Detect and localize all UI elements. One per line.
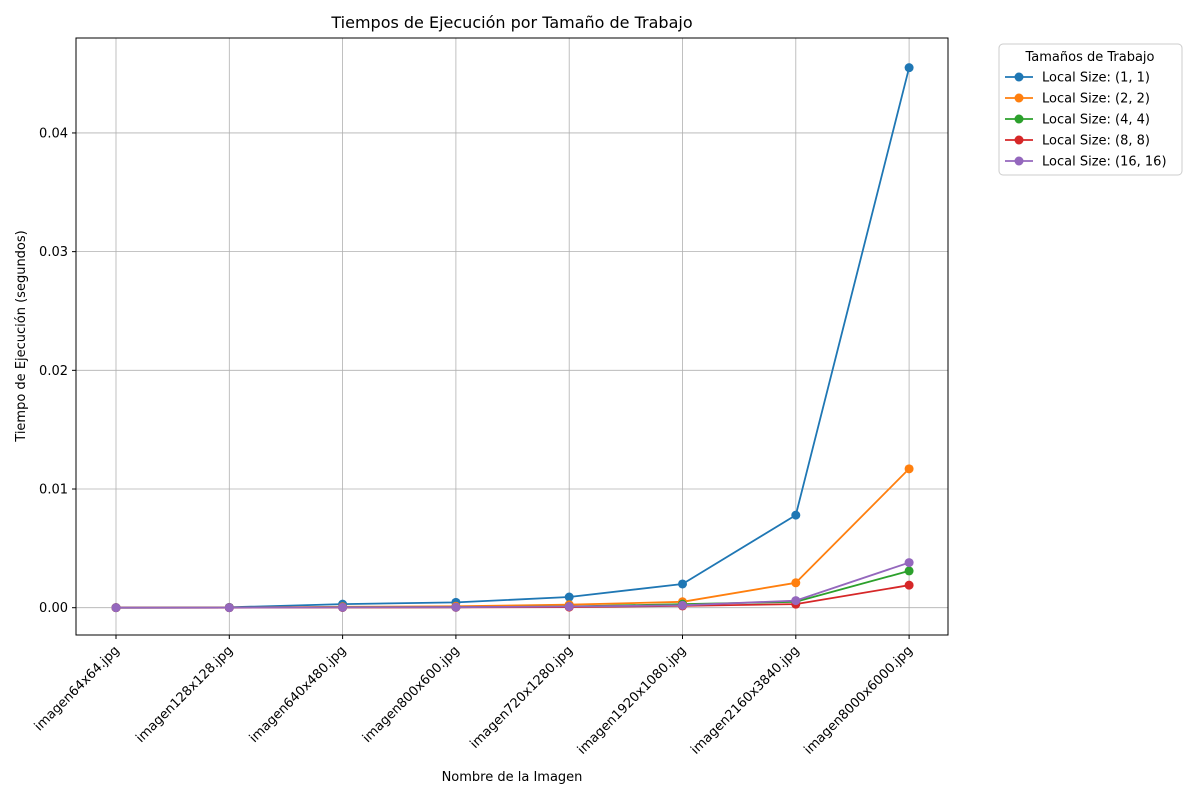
series-line-5 — [115, 561, 910, 609]
legend-items: Local Size: (1, 1) Local Size: (2, 2) Loca… — [1005, 71, 1167, 170]
y-tick-label: 0.02 — [39, 364, 68, 379]
series-5-point — [564, 602, 574, 612]
series-layer — [111, 63, 914, 613]
series-1-point — [678, 579, 687, 589]
series-5-point — [224, 603, 234, 613]
series-4-point — [904, 580, 914, 590]
x-tick-label: imagen8000x6000.jpg — [801, 643, 915, 757]
grid-layer — [76, 38, 948, 635]
legend-marker — [1014, 135, 1024, 145]
x-tick-label: imagen64x64.jpg — [32, 643, 123, 734]
legend-label: Local Size: (4, 4) — [1042, 113, 1150, 128]
series-line-1 — [115, 67, 910, 609]
series-2-point — [791, 578, 801, 588]
x-tick-label: imagen128x128.jpg — [133, 643, 236, 746]
legend-marker — [1014, 156, 1024, 166]
legend-title: Tamaños de Trabajo — [1025, 50, 1155, 65]
chart-title: Tiempos de Ejecución por Tamaño de Traba… — [330, 13, 692, 32]
legend-box — [998, 43, 1183, 176]
series-5-point — [678, 600, 687, 610]
y-tick-label: 0.04 — [39, 126, 68, 141]
series-1-point — [791, 510, 801, 520]
legend-label: Local Size: (16, 16) — [1042, 155, 1167, 170]
y-axis-label: Tiempo de Ejecución (segundos) — [14, 230, 29, 442]
legend-marker — [1014, 114, 1024, 124]
x-tick-label: imagen2160x3840.jpg — [688, 643, 802, 757]
series-line-4 — [116, 584, 910, 609]
series-line-3 — [115, 570, 910, 609]
legend-label: Local Size: (8, 8) — [1042, 134, 1150, 149]
y-tick-label: 0.00 — [39, 601, 68, 616]
x-tick-label: imagen720x1280.jpg — [467, 643, 576, 752]
legend-marker — [1014, 93, 1024, 103]
series-5-point — [451, 602, 461, 612]
legend: Tamaños de Trabajo Local Size: (1, 1)Loc… — [998, 43, 1183, 176]
series-5-point — [111, 603, 121, 613]
series-3-point — [904, 566, 914, 576]
x-tick-label: imagen1920x1080.jpg — [575, 643, 689, 757]
legend-marker — [1014, 72, 1024, 82]
series-5-point — [791, 596, 801, 606]
series-5-point — [338, 602, 348, 612]
series-1-point — [904, 63, 914, 73]
y-tick-label: 0.03 — [39, 245, 68, 260]
legend-label: Local Size: (2, 2) — [1042, 92, 1150, 107]
y-tick-label: 0.01 — [39, 483, 68, 498]
legend-label: Local Size: (1, 1) — [1042, 71, 1150, 86]
x-axis-label: Nombre de la Imagen — [442, 770, 583, 785]
x-tick-label: imagen800x600.jpg — [360, 643, 463, 746]
ticks-layer: imagen64x64.jpg imagen128x128.jpg imagen64… — [32, 126, 916, 757]
x-tick-label: imagen640x480.jpg — [247, 643, 350, 746]
series-2-point — [904, 464, 914, 474]
series-1-point — [564, 592, 574, 602]
series-5-point — [904, 558, 914, 568]
series-line-2 — [116, 468, 910, 609]
plot-frame — [75, 37, 949, 636]
